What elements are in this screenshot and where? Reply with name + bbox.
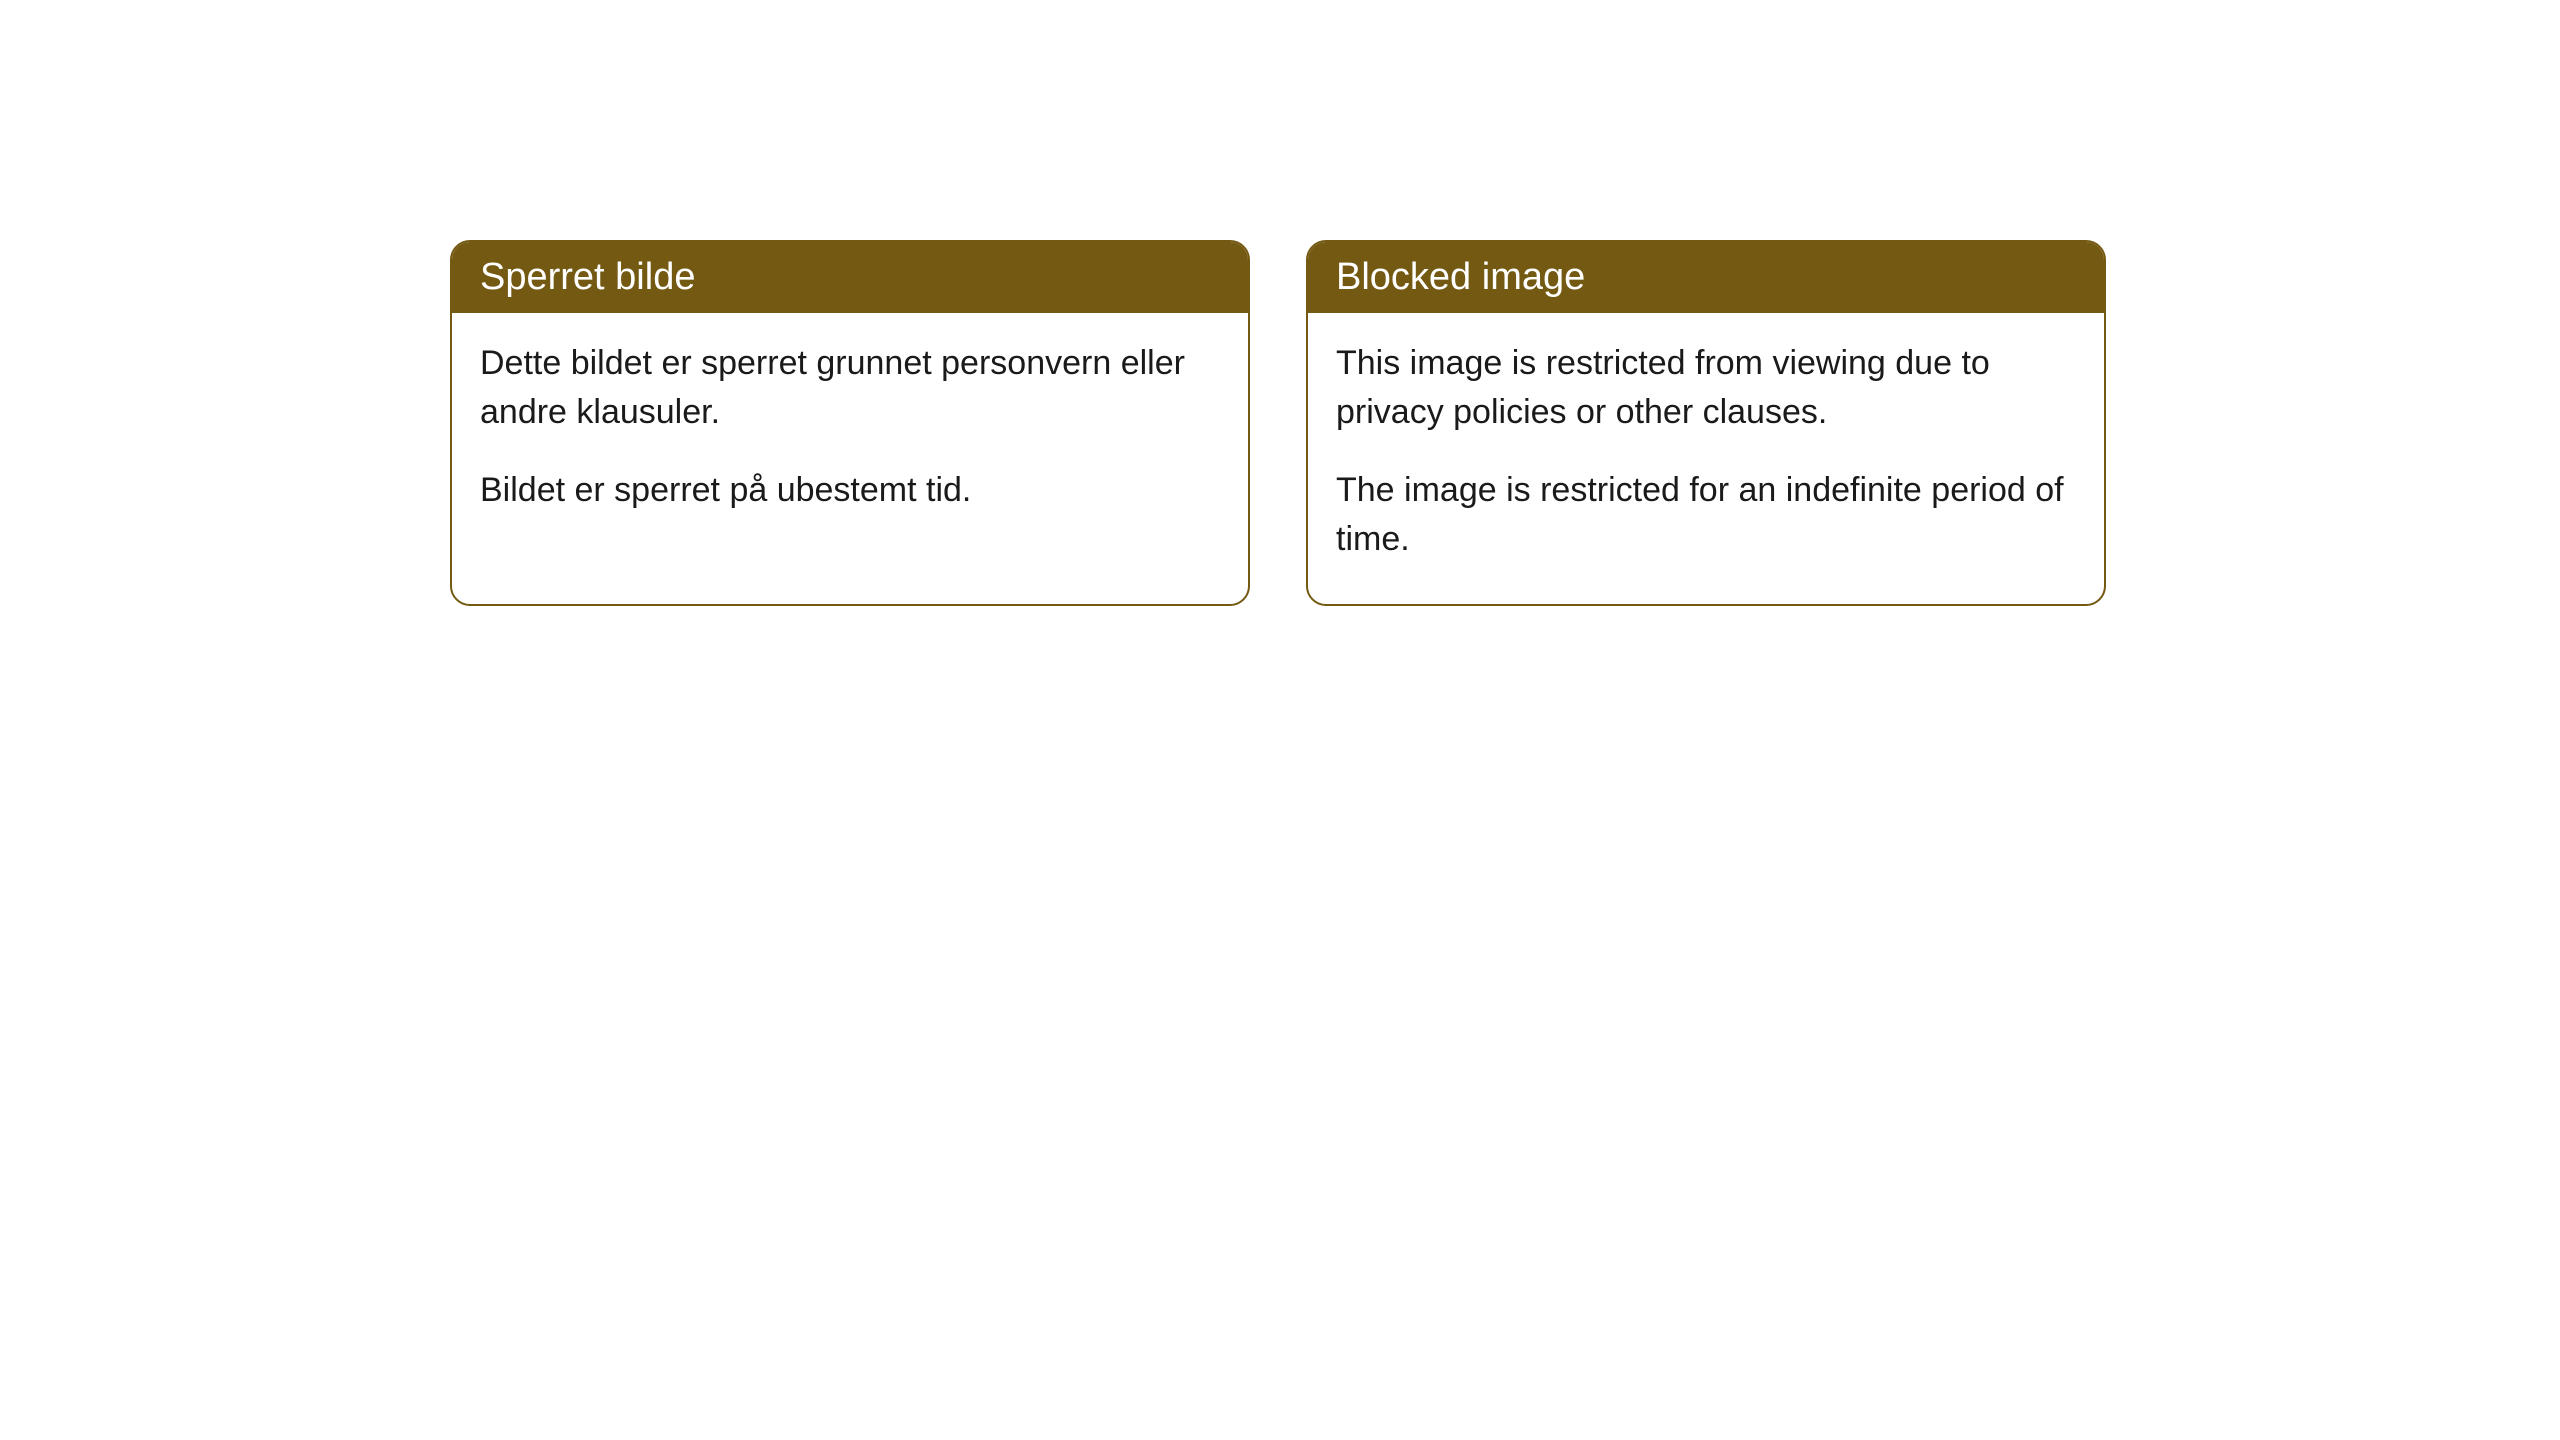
card-paragraph: Dette bildet er sperret grunnet personve… [480,339,1220,438]
card-body: Dette bildet er sperret grunnet personve… [452,313,1248,555]
card-paragraph: Bildet er sperret på ubestemt tid. [480,466,1220,515]
card-title: Blocked image [1336,256,1585,298]
card-title: Sperret bilde [480,256,695,298]
card-paragraph: This image is restricted from viewing du… [1336,339,2076,438]
notice-cards-container: Sperret bilde Dette bildet er sperret gr… [450,240,2110,606]
card-paragraph: The image is restricted for an indefinit… [1336,466,2076,565]
card-header: Sperret bilde [452,242,1248,313]
card-header: Blocked image [1308,242,2104,313]
notice-card-english: Blocked image This image is restricted f… [1306,240,2106,606]
card-body: This image is restricted from viewing du… [1308,313,2104,604]
notice-card-norwegian: Sperret bilde Dette bildet er sperret gr… [450,240,1250,606]
